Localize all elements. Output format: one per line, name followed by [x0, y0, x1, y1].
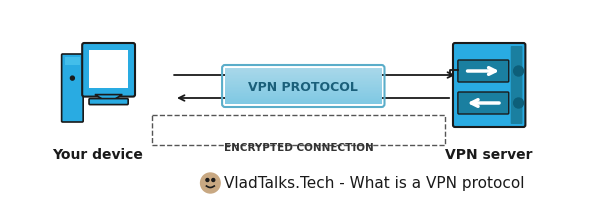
FancyBboxPatch shape [458, 60, 509, 82]
FancyBboxPatch shape [225, 80, 382, 81]
FancyBboxPatch shape [225, 75, 382, 76]
FancyBboxPatch shape [65, 57, 80, 65]
FancyBboxPatch shape [453, 43, 526, 127]
FancyBboxPatch shape [511, 46, 523, 124]
Text: VPN server: VPN server [445, 148, 533, 162]
FancyBboxPatch shape [225, 102, 382, 103]
FancyBboxPatch shape [225, 94, 382, 96]
FancyBboxPatch shape [225, 69, 382, 70]
FancyBboxPatch shape [225, 78, 382, 79]
FancyBboxPatch shape [225, 84, 382, 85]
FancyBboxPatch shape [225, 68, 382, 69]
FancyBboxPatch shape [225, 76, 382, 78]
Circle shape [514, 98, 523, 108]
FancyBboxPatch shape [225, 79, 382, 80]
Circle shape [206, 178, 209, 181]
FancyBboxPatch shape [225, 82, 382, 84]
FancyBboxPatch shape [225, 90, 382, 91]
FancyBboxPatch shape [225, 81, 382, 82]
FancyBboxPatch shape [82, 43, 135, 97]
Text: VPN PROTOCOL: VPN PROTOCOL [248, 80, 358, 93]
Text: Your device: Your device [52, 148, 143, 162]
FancyBboxPatch shape [89, 99, 128, 105]
Polygon shape [95, 94, 122, 100]
FancyBboxPatch shape [225, 87, 382, 88]
FancyBboxPatch shape [225, 93, 382, 94]
Circle shape [514, 66, 523, 76]
FancyBboxPatch shape [225, 97, 382, 98]
FancyBboxPatch shape [225, 70, 382, 72]
FancyBboxPatch shape [225, 96, 382, 97]
FancyBboxPatch shape [458, 92, 509, 114]
FancyBboxPatch shape [62, 54, 83, 122]
FancyBboxPatch shape [225, 103, 382, 104]
FancyBboxPatch shape [89, 50, 128, 88]
FancyBboxPatch shape [225, 88, 382, 90]
Circle shape [212, 178, 215, 181]
FancyBboxPatch shape [225, 86, 382, 87]
FancyBboxPatch shape [225, 85, 382, 86]
Text: VladTalks.Tech - What is a VPN protocol: VladTalks.Tech - What is a VPN protocol [224, 176, 524, 190]
FancyBboxPatch shape [225, 92, 382, 93]
FancyBboxPatch shape [225, 73, 382, 74]
FancyBboxPatch shape [225, 91, 382, 92]
FancyBboxPatch shape [225, 100, 382, 102]
FancyBboxPatch shape [225, 99, 382, 100]
Circle shape [200, 173, 220, 193]
Text: ENCRYPTED CONNECTION: ENCRYPTED CONNECTION [224, 143, 373, 153]
FancyBboxPatch shape [225, 74, 382, 75]
FancyBboxPatch shape [225, 72, 382, 73]
Circle shape [70, 76, 74, 80]
FancyBboxPatch shape [225, 98, 382, 99]
